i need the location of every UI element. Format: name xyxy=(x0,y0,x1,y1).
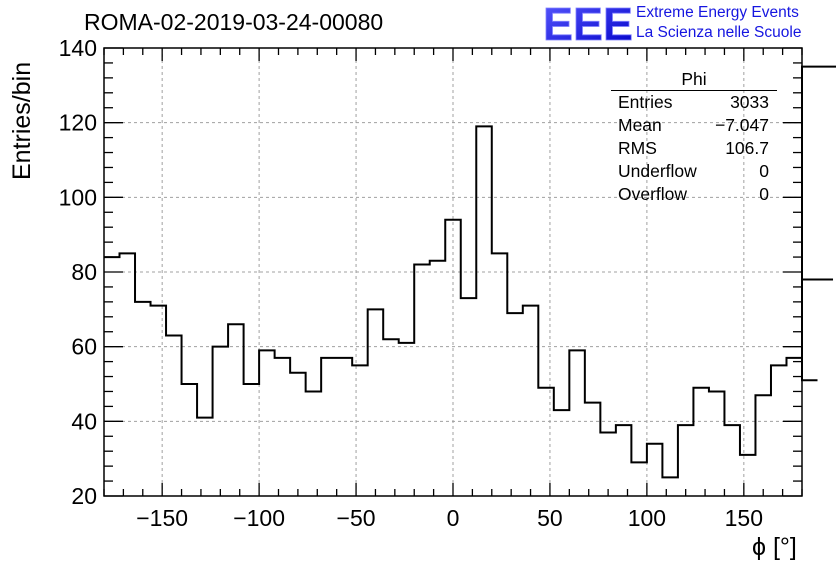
plot-frame xyxy=(103,47,803,497)
stats-value: 106.7 xyxy=(725,138,769,158)
x-tick-label: 0 xyxy=(447,505,460,531)
histogram-bin xyxy=(662,477,678,496)
histogram-line xyxy=(104,65,836,479)
histogram-bin xyxy=(166,335,182,496)
grid-lines xyxy=(104,48,802,496)
histogram-bin xyxy=(616,425,632,496)
histogram-bin xyxy=(538,388,554,496)
histogram-bin xyxy=(647,444,663,496)
histogram-bin xyxy=(259,350,275,496)
y-tick-label: 120 xyxy=(59,110,97,136)
histogram-bin xyxy=(306,391,322,496)
chart-title: ROMA-02-2019-03-24-00080 xyxy=(84,9,384,35)
histogram-bin xyxy=(275,358,291,496)
histogram-bin xyxy=(197,418,213,496)
stats-value: 3033 xyxy=(730,92,769,112)
stats-row-entries: Entries 3033 xyxy=(611,91,777,114)
histogram-bin xyxy=(151,306,167,496)
stats-row-underflow: Underflow 0 xyxy=(611,160,777,183)
histogram-bin xyxy=(399,343,415,496)
histogram-bin xyxy=(492,253,508,496)
histogram-bin xyxy=(290,373,306,496)
stats-label: Entries xyxy=(618,92,673,112)
eee-logo: EEE xyxy=(543,0,634,44)
histogram-bin xyxy=(631,462,647,496)
histogram-bin xyxy=(600,433,616,496)
histogram-bin xyxy=(585,403,601,496)
axis-tick-labels: −150 −100 −50 0 50 100 150 20 40 60 80 100 120 140 xyxy=(59,35,763,531)
y-tick-label: 80 xyxy=(71,259,97,285)
histogram-bin xyxy=(228,324,244,496)
x-tick-label: 150 xyxy=(725,505,763,531)
stats-label: Overflow xyxy=(618,184,688,204)
histogram-bin xyxy=(554,410,570,496)
y-tick-label: 60 xyxy=(71,334,97,360)
histogram-bin xyxy=(414,265,430,496)
histogram-bin xyxy=(321,358,337,496)
histogram-bin xyxy=(182,384,198,496)
histogram-bin xyxy=(709,391,725,496)
histogram-bin xyxy=(724,425,740,496)
histogram-bin xyxy=(740,455,756,496)
histogram-bin xyxy=(786,358,802,496)
histogram-bin xyxy=(244,384,260,496)
y-axis-label: Entries/bin xyxy=(8,61,36,180)
stats-row-rms: RMS 106.7 xyxy=(611,137,777,160)
stats-label: RMS xyxy=(618,138,657,158)
histogram-bin xyxy=(523,306,539,496)
stats-value: 0 xyxy=(759,184,769,204)
histogram-bin xyxy=(445,220,461,496)
histogram-bin xyxy=(476,126,492,496)
x-tick-label: −50 xyxy=(337,505,376,531)
stats-value: 0 xyxy=(759,161,769,181)
histogram-bin xyxy=(771,365,787,496)
histogram-series xyxy=(104,65,836,496)
histogram-bin xyxy=(693,388,709,496)
histogram-bin xyxy=(569,350,585,496)
x-tick-label: −150 xyxy=(136,505,188,531)
y-tick-label: 140 xyxy=(59,35,97,61)
histogram-bin xyxy=(337,358,353,496)
x-tick-label: 50 xyxy=(537,505,563,531)
stats-value: −7.047 xyxy=(714,115,769,135)
histogram-bin xyxy=(755,395,771,496)
histogram-bin xyxy=(135,302,151,496)
stats-label: Mean xyxy=(618,115,662,135)
histogram-bin xyxy=(461,298,477,496)
x-tick-label: −100 xyxy=(233,505,285,531)
y-tick-label: 20 xyxy=(71,483,97,509)
histogram-bin xyxy=(678,425,694,496)
logo-line-2: La Scienza nelle Scuole xyxy=(636,24,802,41)
stats-label: Underflow xyxy=(618,161,697,181)
stats-row-mean: Mean −7.047 xyxy=(611,114,777,137)
y-tick-label: 100 xyxy=(59,184,97,210)
x-axis-label: ϕ [°] xyxy=(752,533,797,561)
histogram-bin xyxy=(430,261,446,496)
stats-title: Phi xyxy=(611,69,777,91)
stats-row-overflow: Overflow 0 xyxy=(611,183,777,206)
histogram-bin xyxy=(352,365,368,496)
histogram-bin xyxy=(383,339,399,496)
logo-letters: EEE xyxy=(543,0,633,44)
histogram-bin xyxy=(120,253,136,496)
histogram-bin xyxy=(507,313,523,496)
stats-box: Phi Entries 3033 Mean −7.047 RMS 106.7 U… xyxy=(611,69,777,206)
logo-text: Extreme Energy Events La Scienza nelle S… xyxy=(636,3,801,43)
logo-line-1: Extreme Energy Events xyxy=(636,4,799,21)
x-tick-label: 100 xyxy=(628,505,666,531)
histogram-bin xyxy=(368,309,384,496)
y-tick-label: 40 xyxy=(71,408,97,434)
